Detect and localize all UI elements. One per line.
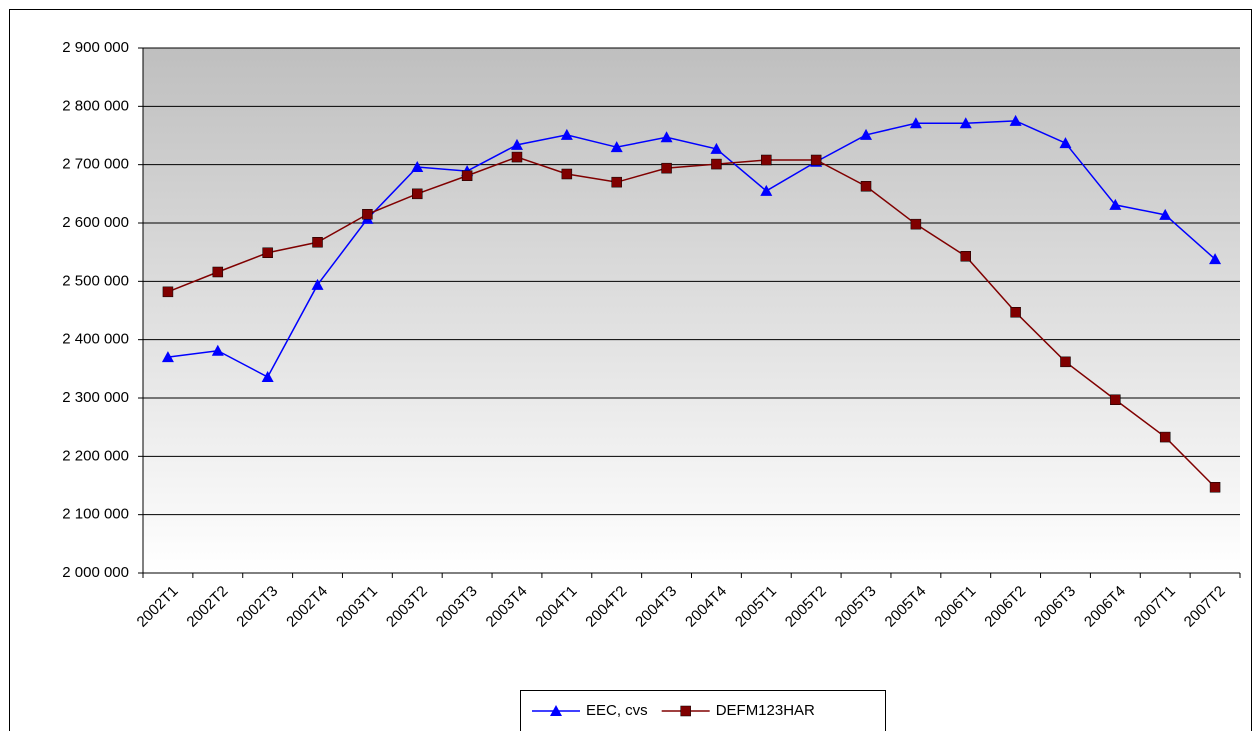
marker	[1010, 307, 1021, 318]
x-tick-label: 2005T4	[882, 583, 930, 631]
y-tick-label: 2 100 000	[62, 506, 129, 523]
x-tick-label: 2006T3	[1031, 583, 1079, 631]
marker	[909, 117, 922, 129]
x-tick-label: 2005T1	[732, 583, 780, 631]
marker	[959, 117, 972, 129]
marker	[611, 176, 622, 188]
marker	[312, 237, 323, 248]
x-tick-label: 2005T2	[782, 583, 830, 631]
y-tick-label: 2 700 000	[62, 156, 129, 173]
x-tick-label: 2003T4	[483, 583, 531, 631]
x-tick-label: 2003T3	[433, 583, 481, 631]
marker	[1159, 208, 1172, 220]
x-tick-label: 2006T2	[981, 583, 1029, 631]
marker	[510, 138, 523, 150]
y-tick-label: 2 400 000	[62, 331, 129, 348]
marker	[661, 162, 672, 174]
y-tick-label: 2 600 000	[62, 214, 129, 231]
marker	[212, 266, 224, 278]
x-tick-label: 2002T1	[134, 583, 182, 631]
marker	[660, 131, 673, 143]
marker	[1109, 198, 1122, 210]
marker	[211, 344, 224, 356]
x-tick-label: 2004T2	[582, 583, 630, 631]
marker	[362, 209, 373, 220]
marker	[511, 151, 523, 163]
marker	[810, 154, 822, 166]
plot-area	[143, 48, 1240, 573]
marker	[262, 247, 273, 258]
marker	[1009, 114, 1022, 126]
x-tick-label: 2003T2	[383, 583, 431, 631]
x-tick-label: 2004T4	[682, 583, 730, 631]
x-tick-label: 2004T1	[532, 583, 580, 631]
marker	[411, 161, 424, 172]
marker	[560, 128, 573, 140]
x-tick-label: 2005T3	[832, 583, 880, 631]
x-tick-label: 2002T4	[283, 583, 331, 631]
x-tick-label: 2007T1	[1131, 583, 1179, 631]
y-tick-label: 2 200 000	[62, 447, 129, 464]
x-tick-label: 2002T3	[233, 583, 281, 631]
chart-frame	[9, 9, 1252, 731]
marker	[1059, 137, 1072, 149]
marker	[162, 286, 174, 298]
marker	[760, 184, 773, 196]
marker	[461, 170, 473, 181]
x-tick-label: 2006T1	[931, 583, 979, 631]
marker	[1209, 482, 1221, 493]
series-line	[167, 156, 1216, 488]
marker	[311, 278, 324, 290]
series-line	[167, 120, 1216, 379]
legend-label: DEFM123HAR	[716, 702, 815, 719]
marker	[860, 128, 873, 140]
marker	[1060, 356, 1071, 368]
marker	[412, 188, 423, 200]
marker	[1110, 394, 1121, 405]
y-tick-label: 2 900 000	[62, 39, 129, 56]
y-tick-label: 2 300 000	[62, 389, 129, 406]
legend	[520, 690, 886, 731]
legend-marker	[550, 705, 562, 716]
y-tick-label: 2 500 000	[62, 272, 129, 289]
x-tick-label: 2003T1	[333, 583, 381, 631]
marker	[910, 218, 922, 230]
marker	[960, 251, 971, 262]
legend-label: EEC, cvs	[586, 702, 648, 719]
y-tick-label: 2 000 000	[62, 564, 129, 581]
y-tick-label: 2 800 000	[62, 97, 129, 114]
marker	[161, 351, 174, 363]
marker	[1209, 253, 1222, 265]
marker	[860, 181, 872, 192]
x-tick-label: 2002T2	[183, 583, 231, 631]
x-tick-label: 2006T4	[1081, 583, 1129, 631]
marker	[1159, 431, 1171, 443]
marker	[711, 158, 722, 170]
x-tick-label: 2004T3	[632, 583, 680, 631]
marker	[261, 371, 274, 382]
x-tick-label: 2007T2	[1181, 583, 1229, 631]
legend-marker	[680, 705, 691, 717]
marker	[761, 154, 772, 166]
marker	[610, 141, 623, 153]
marker	[561, 168, 573, 180]
marker	[710, 142, 723, 154]
